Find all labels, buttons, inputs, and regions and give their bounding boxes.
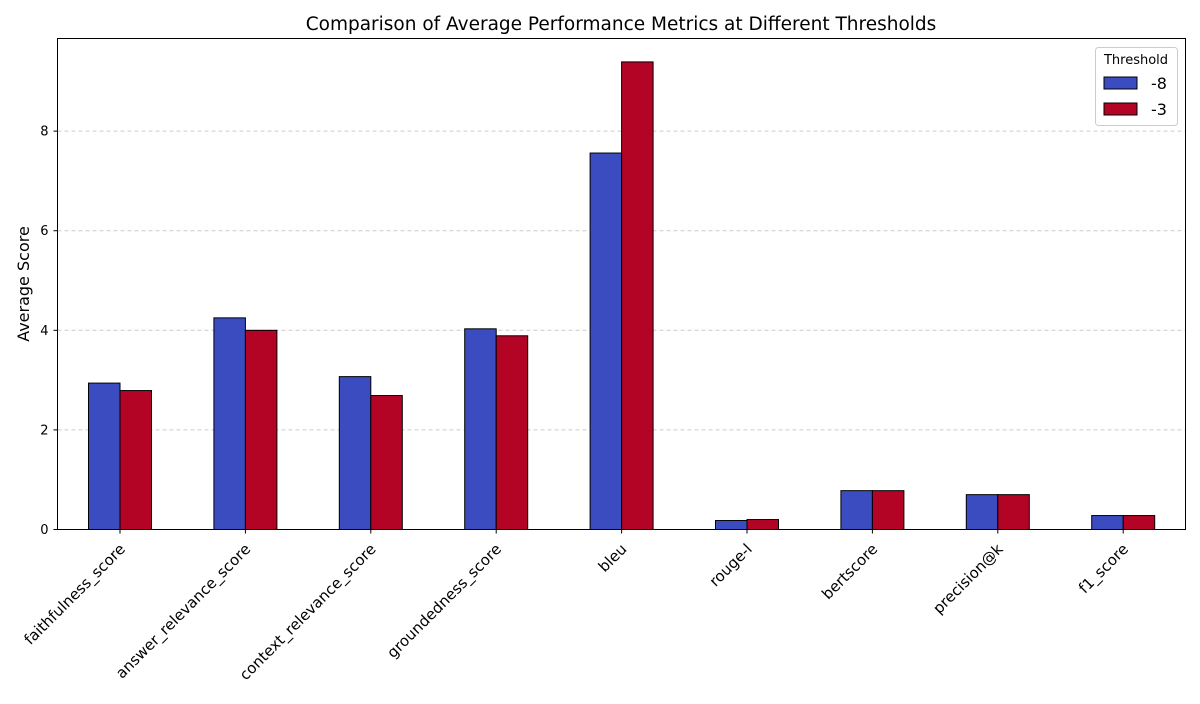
bar-neg8-groundedness-score (464, 328, 497, 530)
bar-neg3-groundedness-score (495, 335, 529, 530)
bar-neg8-bleu (589, 152, 623, 530)
bar-neg8-answer-relevance-score (213, 317, 246, 530)
legend-swatch (1103, 76, 1138, 90)
x-tick-label: rouge-l (706, 540, 756, 590)
chart-title: Comparison of Average Performance Metric… (306, 14, 937, 35)
bar-neg8-faithfulness-score (88, 382, 121, 530)
bar-neg8-f1-score (1091, 515, 1124, 531)
legend-title: Threshold (1103, 53, 1168, 68)
x-tick-label: faithfulness_score (21, 540, 130, 649)
x-tick-label: context_relevance_score (236, 540, 381, 685)
bar-neg3-bleu (621, 61, 654, 531)
bar-neg8-context-relevance-score (338, 376, 372, 530)
x-tick-label: bleu (595, 540, 631, 576)
bar-neg3-bertscore (871, 490, 905, 530)
bar-neg8-precision-k (965, 494, 999, 531)
bars (88, 61, 1156, 531)
bar-neg8-rouge-l (715, 520, 748, 530)
legend-label: -3 (1151, 100, 1167, 119)
legend-swatch (1103, 102, 1138, 116)
bar-neg3-rouge-l (746, 519, 779, 531)
x-tick-label: groundedness_score (383, 540, 505, 662)
legend-entries: -8-3 (1103, 74, 1167, 119)
x-tick-label: precision@k (929, 540, 1007, 618)
legend: Threshold -8-3 (1095, 47, 1178, 126)
x-tick-label: answer_relevance_score (112, 540, 255, 683)
legend-label: -8 (1151, 74, 1167, 93)
bar-neg3-answer-relevance-score (244, 329, 278, 531)
y-tick-label: 0 (40, 523, 48, 538)
bar-neg3-precision-k (997, 494, 1030, 531)
bar-neg3-f1-score (1122, 515, 1156, 531)
y-tick-label: 2 (40, 423, 48, 438)
y-tick-label: 4 (40, 324, 48, 339)
bar-neg3-faithfulness-score (119, 390, 152, 530)
y-tick-label: 8 (40, 125, 48, 140)
y-axis-ticks: 0 2 4 6 8 (40, 125, 58, 538)
x-tick-label: f1_score (1075, 540, 1133, 598)
bar-neg3-context-relevance-score (370, 395, 403, 530)
x-axis-ticks: faithfulness_scoreanswer_relevance_score… (21, 529, 1133, 685)
y-axis-label: Average Score (14, 226, 33, 342)
x-tick-label: bertscore (818, 540, 881, 603)
y-tick-label: 6 (40, 224, 48, 239)
bar-neg8-bertscore (840, 490, 873, 530)
